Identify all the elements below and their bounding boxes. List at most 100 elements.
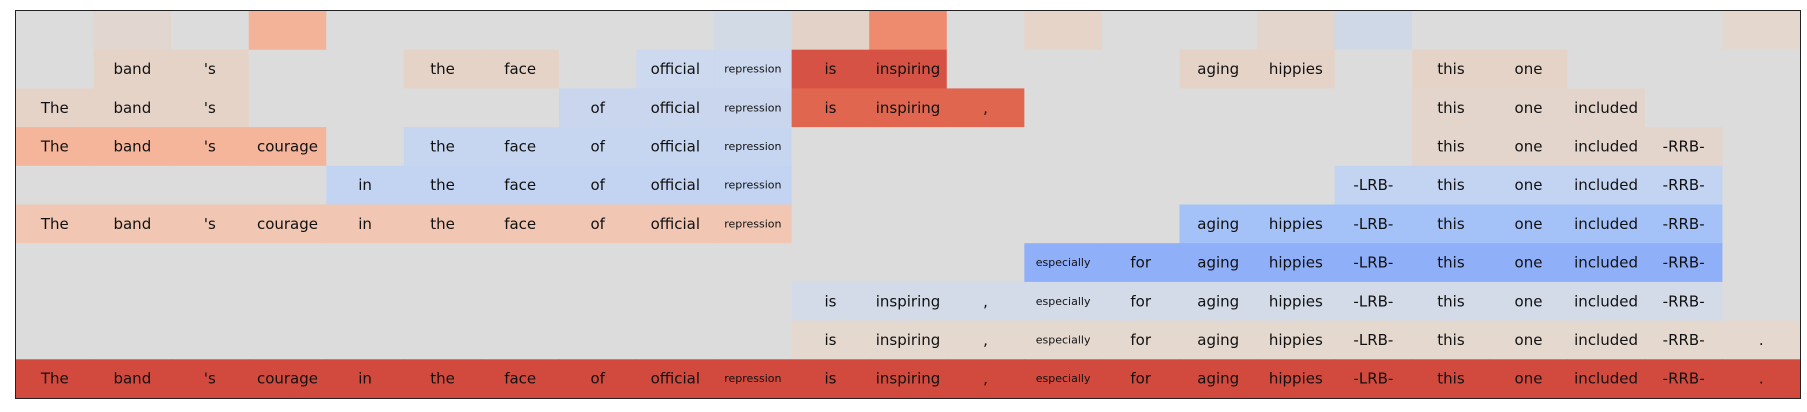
heatmap-cell-r5-c14	[1101, 204, 1181, 244]
heatmap-cell-r2-c10	[791, 88, 870, 128]
token-label-r4-c18: this	[1437, 176, 1465, 194]
heatmap-cell-r6-c8	[636, 243, 715, 283]
token-label-r2-c9: repression	[724, 101, 781, 114]
token-label-r3-c2: 's	[204, 137, 216, 155]
heatmap-cell-r4-c12	[946, 165, 1025, 206]
heatmap-cell-r5-c13	[1024, 204, 1103, 244]
token-label-r8-c21: -RRB-	[1663, 331, 1705, 349]
token-label-r3-c1: band	[113, 137, 151, 155]
heatmap-cell-r9-c1	[93, 359, 172, 398]
heatmap-cell-r5-c19	[1489, 204, 1568, 244]
heatmap-cell-r3-c10	[791, 127, 870, 167]
token-label-r6-c14: for	[1130, 254, 1151, 272]
heatmap-cell-r5-c11	[869, 204, 948, 244]
token-label-r4-c4: in	[358, 176, 372, 194]
heatmap-cell-r1-c9	[714, 49, 793, 89]
heatmap-cell-r9-c16	[1257, 359, 1336, 398]
heatmap-cell-r7-c11	[869, 281, 948, 322]
token-label-r1-c10: is	[824, 60, 836, 78]
heatmap-cell-r8-c14	[1101, 320, 1181, 360]
heatmap-cell-r5-c6	[481, 204, 560, 244]
heatmap-cell-r7-c14	[1101, 281, 1181, 322]
token-label-r9-c12: ,	[983, 370, 988, 388]
heatmap-cell-r4-c13	[1024, 165, 1103, 206]
heatmap-cell-r5-c12	[946, 204, 1025, 244]
heatmap-cell-r3-c0	[16, 127, 95, 167]
token-label-r3-c7: of	[591, 137, 606, 155]
heatmap-cell-r4-c16	[1257, 165, 1336, 206]
heatmap-cell-r1-c11	[869, 49, 948, 89]
heatmap-cell-r8-c7	[558, 320, 638, 360]
heatmap-cell-r5-c2	[171, 204, 250, 244]
heatmap-cell-r3-c11	[869, 127, 948, 167]
heatmap-cell-r4-c10	[791, 165, 870, 206]
heatmap-cell-r6-c9	[714, 243, 793, 283]
heatmap-cell-r8-c17	[1334, 320, 1413, 360]
heatmap-cell-r3-c12	[946, 127, 1025, 167]
token-label-r4-c17: -LRB-	[1353, 176, 1393, 194]
heatmap-cell-r2-c15	[1179, 88, 1258, 128]
heatmap-cell-r1-c21	[1644, 49, 1724, 89]
token-label-r3-c0: The	[40, 137, 69, 155]
token-label-r5-c4: in	[358, 215, 372, 233]
token-label-r9-c5: the	[430, 370, 455, 388]
heatmap-cell-r4-c7	[558, 165, 638, 206]
heatmap-cell-r0-c1	[93, 11, 172, 51]
heatmap-cell-r2-c3	[248, 88, 327, 128]
token-label-r3-c18: this	[1437, 137, 1465, 155]
token-label-r1-c9: repression	[724, 63, 781, 76]
heatmap-cell-r3-c13	[1024, 127, 1103, 167]
token-label-r7-c15: aging	[1197, 292, 1239, 310]
heatmap-cell-r0-c19	[1489, 11, 1568, 51]
token-label-r4-c5: the	[430, 176, 455, 194]
heatmap-cell-r8-c12	[946, 320, 1025, 360]
heatmap-cell-r1-c4	[326, 49, 405, 89]
token-label-r2-c2: 's	[204, 99, 216, 117]
heatmap-cell-r5-c3	[248, 204, 327, 244]
heatmap-cell-r1-c8	[636, 49, 715, 89]
heatmap-cell-r1-c16	[1257, 49, 1336, 89]
token-label-r3-c19: one	[1515, 137, 1543, 155]
token-label-r7-c13: especially	[1036, 295, 1091, 308]
heatmap-cell-r6-c13	[1024, 243, 1103, 283]
heatmap-cell-r4-c21	[1644, 165, 1724, 206]
heatmap-cell-r3-c7	[558, 127, 638, 167]
token-label-r6-c17: -LRB-	[1353, 254, 1393, 272]
heatmap-cell-r2-c2	[171, 88, 250, 128]
heatmap-cell-r2-c9	[714, 88, 793, 128]
heatmap-cell-r0-c14	[1101, 11, 1181, 51]
token-label-r7-c14: for	[1130, 292, 1151, 310]
heatmap-cell-r1-c18	[1412, 49, 1491, 89]
token-label-r3-c20: included	[1574, 137, 1638, 155]
token-label-r9-c11: inspiring	[876, 370, 941, 388]
heatmap-cell-r8-c18	[1412, 320, 1491, 360]
heatmap-cell-r0-c4	[326, 11, 405, 51]
heatmap-cell-r3-c16	[1257, 127, 1336, 167]
heatmap-cell-r3-c9	[714, 127, 793, 167]
heatmap-cell-r0-c2	[171, 11, 250, 51]
token-label-r6-c21: -RRB-	[1663, 254, 1705, 272]
heatmap-cell-r2-c7	[558, 88, 638, 128]
token-label-r8-c20: included	[1574, 331, 1638, 349]
heatmap-cell-r1-c3	[248, 49, 327, 89]
heatmap-cell-r1-c19	[1489, 49, 1568, 89]
token-label-r9-c9: repression	[724, 372, 781, 385]
token-label-r9-c20: included	[1574, 370, 1638, 388]
heatmap-cell-r5-c18	[1412, 204, 1491, 244]
token-label-r2-c10: is	[824, 99, 836, 117]
heatmap-cell-r4-c20	[1567, 165, 1646, 206]
heatmap-cell-r1-c13	[1024, 49, 1103, 89]
token-label-r7-c10: is	[824, 292, 836, 310]
token-label-r9-c16: hippies	[1269, 370, 1323, 388]
heatmap-cell-r4-c2	[171, 165, 250, 206]
heatmap-cell-r2-c18	[1412, 88, 1491, 128]
token-label-r9-c19: one	[1515, 370, 1543, 388]
token-label-r8-c18: this	[1437, 331, 1465, 349]
heatmap-cell-r6-c6	[481, 243, 560, 283]
heatmap-cell-r5-c5	[403, 204, 482, 244]
heatmap-cell-r2-c11	[869, 88, 948, 128]
token-label-r4-c21: -RRB-	[1663, 176, 1705, 194]
token-label-r3-c5: the	[430, 137, 455, 155]
heatmap-cell-r2-c5	[403, 88, 482, 128]
heatmap-cell-r5-c8	[636, 204, 715, 244]
